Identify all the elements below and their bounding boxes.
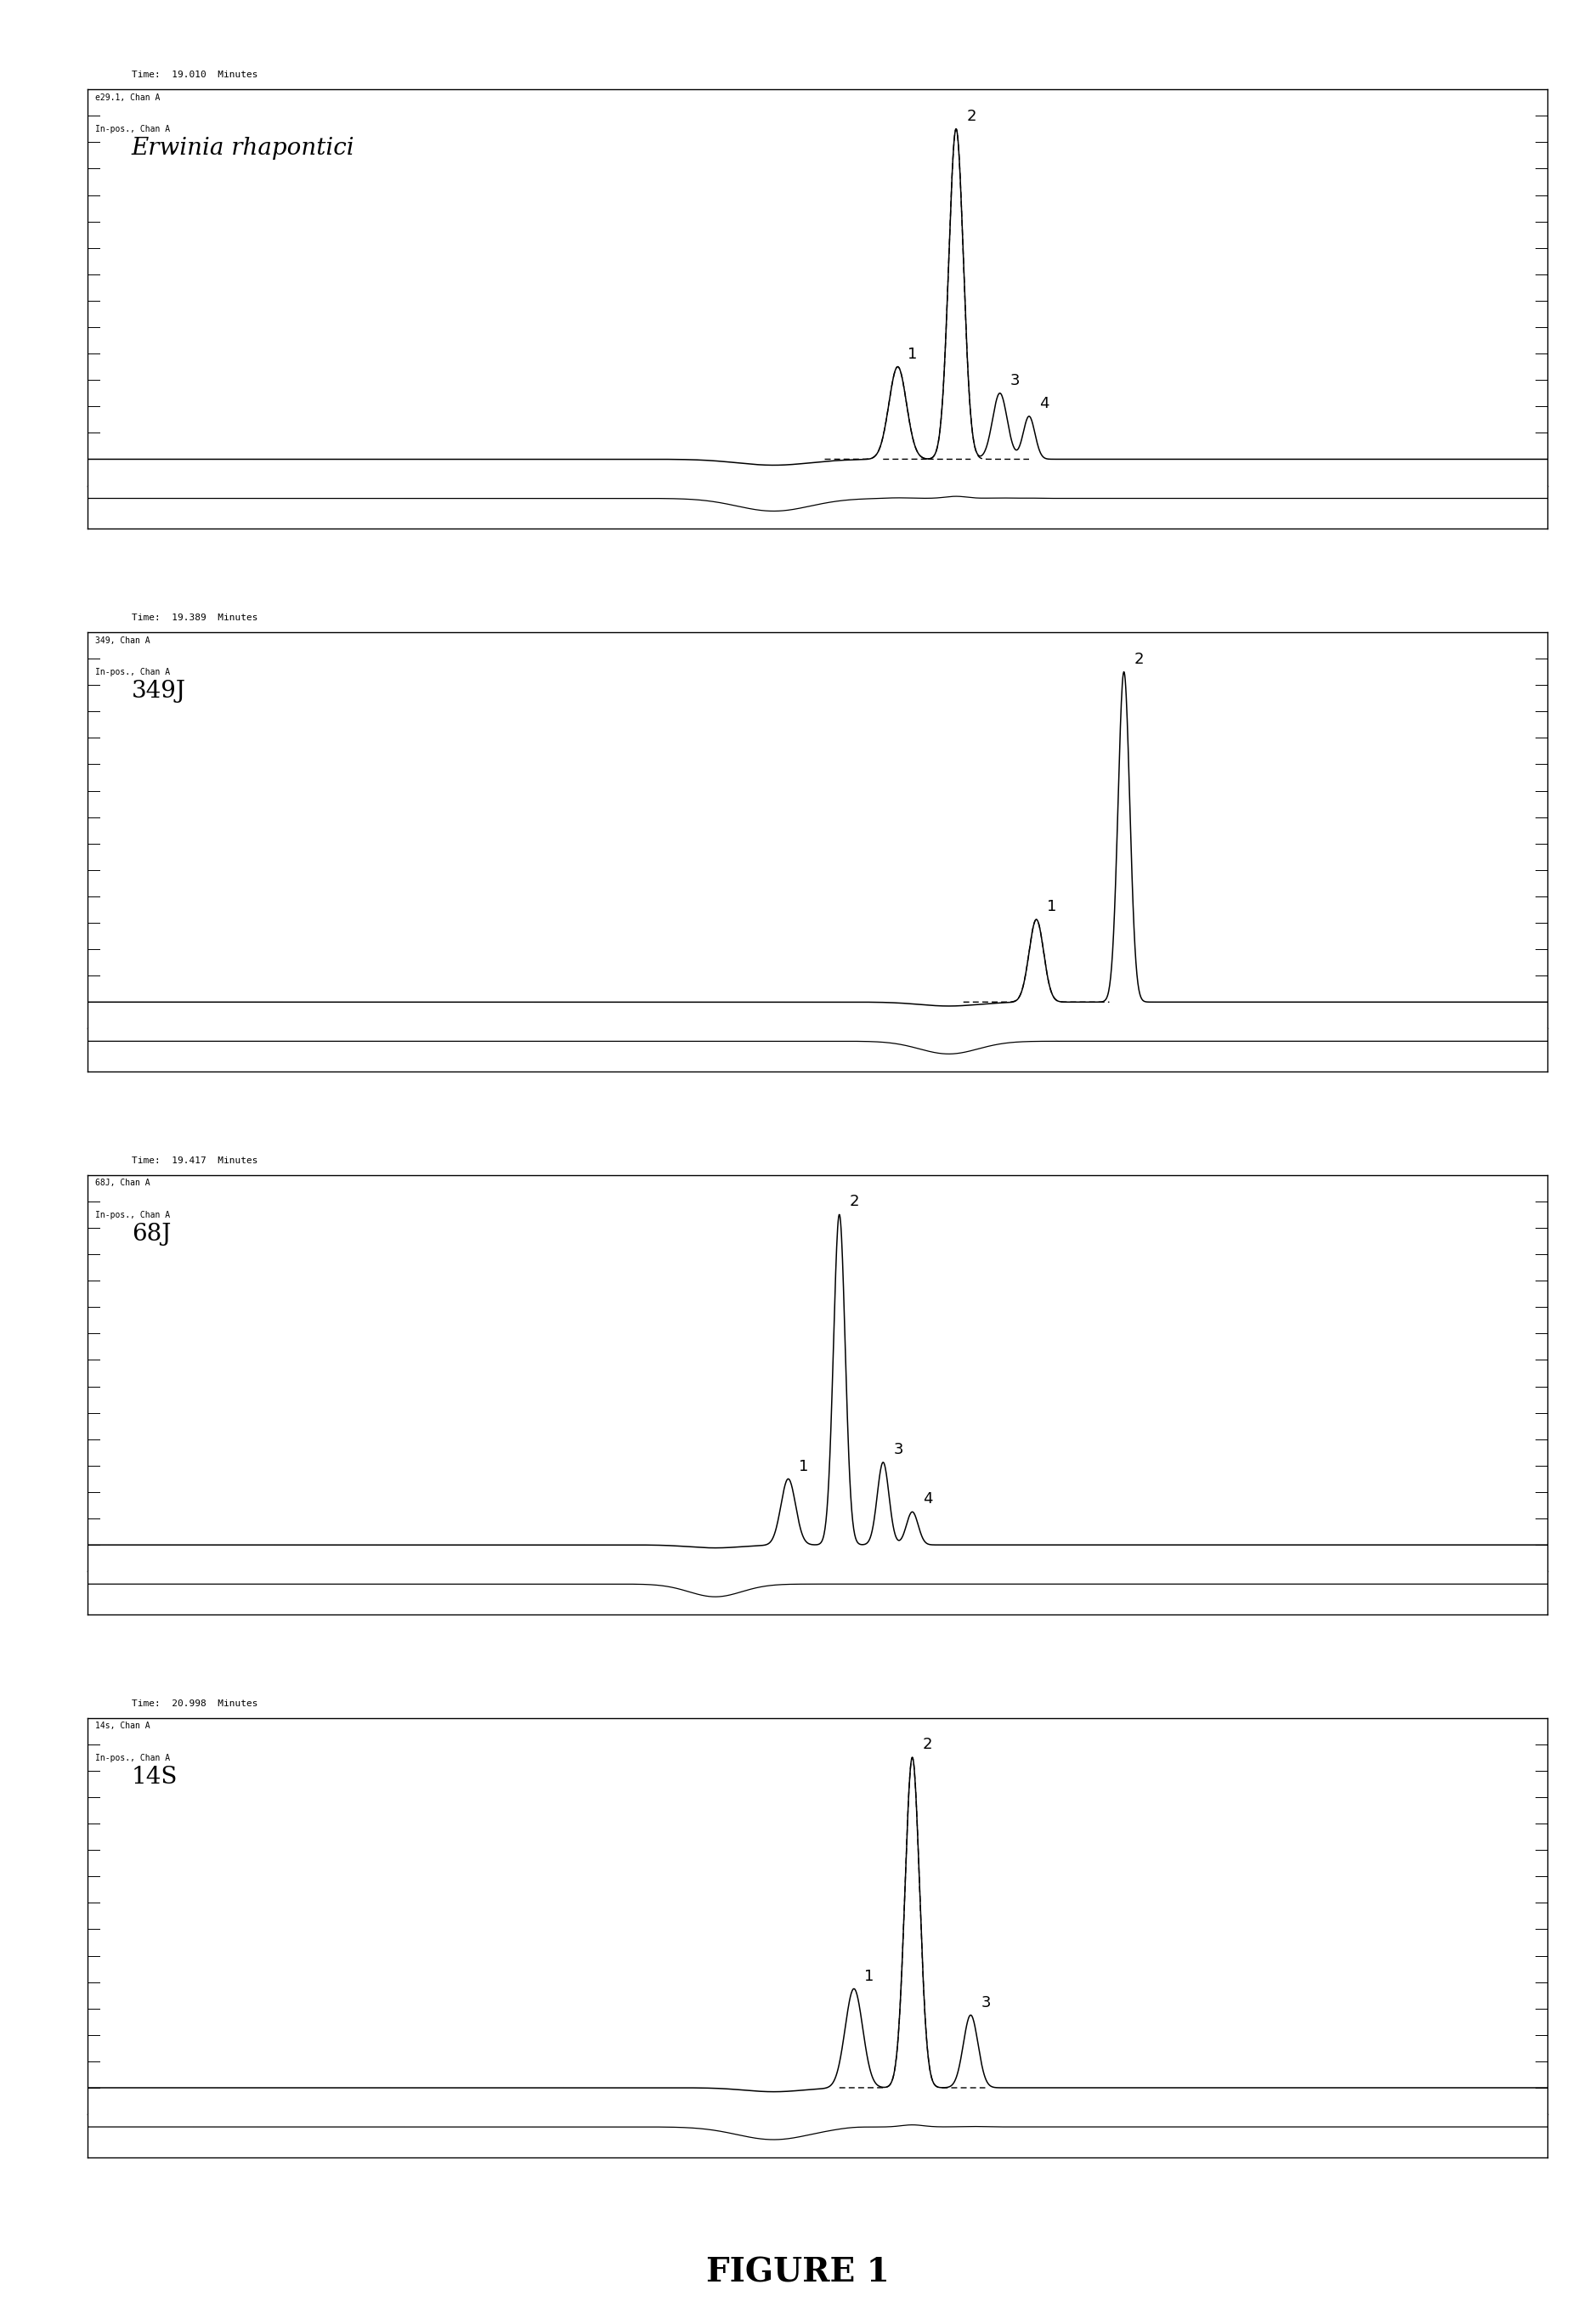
Text: e29.1, Chan A: e29.1, Chan A <box>96 93 159 102</box>
Text: Time:  19.417  Minutes: Time: 19.417 Minutes <box>131 1157 258 1164</box>
Text: Time:  19.389  Minutes: Time: 19.389 Minutes <box>131 614 258 623</box>
Text: 1: 1 <box>864 1968 874 1985</box>
Text: 14s, Chan A: 14s, Chan A <box>96 1722 150 1731</box>
Text: 2: 2 <box>850 1195 860 1208</box>
Text: 14S: 14S <box>131 1766 177 1789</box>
Text: 1: 1 <box>799 1459 809 1473</box>
Text: 4: 4 <box>922 1492 933 1506</box>
Text: 68J, Chan A: 68J, Chan A <box>96 1178 150 1188</box>
Text: 1: 1 <box>1046 899 1056 916</box>
Text: Time:  20.998  Minutes: Time: 20.998 Minutes <box>131 1699 258 1708</box>
Text: 2: 2 <box>1134 651 1144 667</box>
Text: In-pos., Chan A: In-pos., Chan A <box>96 1755 171 1762</box>
Text: 349J: 349J <box>131 679 187 702</box>
Text: Time:  19.010  Minutes: Time: 19.010 Minutes <box>131 72 258 79</box>
Text: FIGURE 1: FIGURE 1 <box>707 2257 888 2289</box>
Text: 2: 2 <box>922 1736 933 1752</box>
Text: 3: 3 <box>893 1441 903 1457</box>
Text: 68J: 68J <box>131 1222 171 1246</box>
Text: Erwinia rhapontici: Erwinia rhapontici <box>131 137 354 160</box>
Text: 3: 3 <box>981 1994 990 2010</box>
Text: In-pos., Chan A: In-pos., Chan A <box>96 1211 171 1220</box>
Text: 2: 2 <box>967 109 976 123</box>
Text: In-pos., Chan A: In-pos., Chan A <box>96 667 171 676</box>
Text: In-pos., Chan A: In-pos., Chan A <box>96 125 171 132</box>
Text: 1: 1 <box>908 346 917 363</box>
Text: 349, Chan A: 349, Chan A <box>96 637 150 644</box>
Text: 3: 3 <box>1010 372 1019 388</box>
Text: 4: 4 <box>1040 395 1050 411</box>
